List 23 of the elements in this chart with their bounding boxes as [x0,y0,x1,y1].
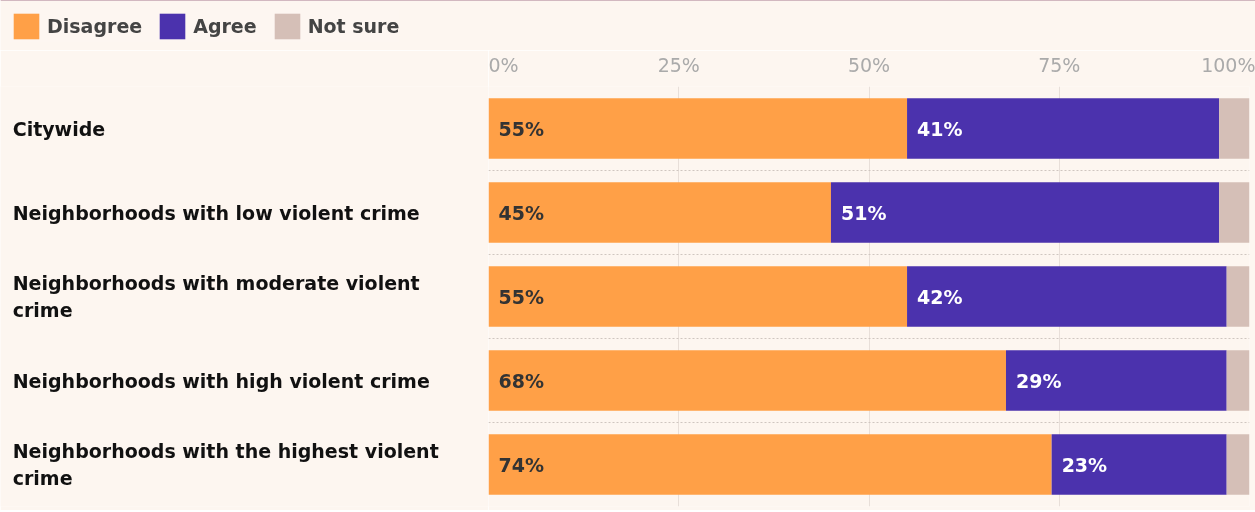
data-label: 29% [1015,369,1062,392]
data-label: 45% [498,201,544,224]
legend-label: Not sure [307,15,400,37]
data-label: 55% [498,285,544,308]
y-tick-label: Citywide [12,117,106,140]
data-label: 55% [498,117,544,140]
x-tick-label: 0% [488,53,519,76]
y-tick-label: Neighborhoods with moderate violent crime [12,272,420,321]
data-label: 23% [1061,453,1108,476]
legend-label: Disagree [47,15,143,37]
legend-label: Agree [193,15,257,37]
data-label: 68% [498,369,544,392]
x-tick-label: 50% [847,53,891,76]
data-label: 74% [498,453,544,476]
y-tick-label: Neighborhoods with the highest violent crime [12,440,439,489]
y-tick-label: Neighborhoods with low violent crime [12,201,420,224]
data-label: 51% [840,201,887,224]
x-tick-label: 25% [657,53,700,76]
y-tick-label: Neighborhoods with high violent crime [12,369,430,392]
x-tick-label: 100% [1201,53,1255,76]
x-tick-label: 75% [1038,53,1081,76]
data-label: 42% [917,285,963,308]
data-label: 41% [917,117,963,140]
